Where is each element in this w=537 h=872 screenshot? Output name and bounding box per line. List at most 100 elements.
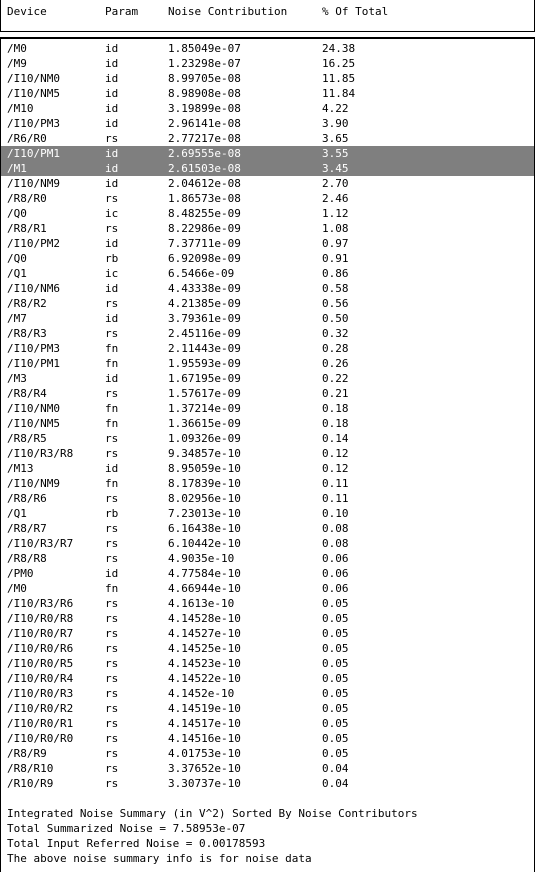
table-row[interactable]: /I10/NM9 fn 8.17839e-10 0.11 <box>1 476 534 491</box>
table-row[interactable]: /R8/R0 rs 1.86573e-08 2.46 <box>1 191 534 206</box>
table-row[interactable]: /I10/NM9 id 2.04612e-08 2.70 <box>1 176 534 191</box>
noise-cell: 4.14523e-10 <box>168 657 241 670</box>
table-row[interactable]: /I10/R0/R8 rs 4.14528e-10 0.05 <box>1 611 534 626</box>
table-row[interactable]: /I10/NM6 id 4.43338e-09 0.58 <box>1 281 534 296</box>
table-row[interactable]: /I10/R0/R2 rs 4.14519e-10 0.05 <box>1 701 534 716</box>
table-row[interactable]: /I10/R0/R7 rs 4.14527e-10 0.05 <box>1 626 534 641</box>
noise-cell: 2.04612e-08 <box>168 177 241 190</box>
header-device[interactable]: Device <box>7 5 47 18</box>
param-cell: ic <box>105 207 119 220</box>
param-cell: id <box>105 372 119 385</box>
noise-cell: 4.14519e-10 <box>168 702 241 715</box>
table-row[interactable]: /M3 id 1.67195e-09 0.22 <box>1 371 534 386</box>
percent-cell: 0.06 <box>322 582 349 595</box>
table-row[interactable]: /I10/R0/R3 rs 4.1452e-10 0.05 <box>1 686 534 701</box>
header-noise-contribution[interactable]: Noise Contribution <box>168 5 288 18</box>
table-row[interactable]: /Q0 ic 8.48255e-09 1.12 <box>1 206 534 221</box>
table-row[interactable]: /I10/R0/R6 rs 4.14525e-10 0.05 <box>1 641 534 656</box>
table-row[interactable]: /I10/PM3 fn 2.11443e-09 0.28 <box>1 341 534 356</box>
table-row[interactable]: /R8/R3 rs 2.45116e-09 0.32 <box>1 326 534 341</box>
table-row[interactable]: /R6/R0 rs 2.77217e-08 3.65 <box>1 131 534 146</box>
percent-cell: 0.58 <box>322 282 349 295</box>
noise-cell: 3.79361e-09 <box>168 312 241 325</box>
percent-cell: 0.05 <box>322 612 349 625</box>
table-row[interactable]: /I10/R0/R5 rs 4.14523e-10 0.05 <box>1 656 534 671</box>
table-row[interactable]: /Q1 ic 6.5466e-09 0.86 <box>1 266 534 281</box>
table-row[interactable]: /Q0 rb 6.92098e-09 0.91 <box>1 251 534 266</box>
table-row[interactable]: /M0 id 1.85049e-07 24.38 <box>1 41 534 56</box>
table-row[interactable]: /I10/R0/R0 rs 4.14516e-10 0.05 <box>1 731 534 746</box>
param-cell: rs <box>105 747 119 760</box>
percent-cell: 3.65 <box>322 132 349 145</box>
noise-cell: 6.5466e-09 <box>168 267 235 280</box>
header-percent-of-total[interactable]: % Of Total <box>322 5 389 18</box>
noise-cell: 4.14516e-10 <box>168 732 241 745</box>
table-row[interactable]: /R8/R4 rs 1.57617e-09 0.21 <box>1 386 534 401</box>
table-row[interactable]: /R8/R6 rs 8.02956e-10 0.11 <box>1 491 534 506</box>
table-row[interactable]: /I10/PM2 id 7.37711e-09 0.97 <box>1 236 534 251</box>
table-row[interactable]: /R8/R1 rs 8.22986e-09 1.08 <box>1 221 534 236</box>
percent-cell: 0.56 <box>322 297 349 310</box>
summary-block: Integrated Noise Summary (in V^2) Sorted… <box>7 806 527 866</box>
noise-cell: 4.1452e-10 <box>168 687 235 700</box>
table-row[interactable]: /R8/R7 rs 6.16438e-10 0.08 <box>1 521 534 536</box>
table-row[interactable]: /I10/NM5 fn 1.36615e-09 0.18 <box>1 416 534 431</box>
percent-cell: 0.12 <box>322 462 349 475</box>
percent-cell: 0.05 <box>322 687 349 700</box>
param-cell: rs <box>105 687 119 700</box>
noise-cell: 4.14522e-10 <box>168 672 241 685</box>
table-row[interactable]: /M1 id 2.61503e-08 3.45 <box>1 161 534 176</box>
table-row[interactable]: /M0 fn 4.66944e-10 0.06 <box>1 581 534 596</box>
header-param[interactable]: Param <box>105 5 139 18</box>
table-row[interactable]: /M9 id 1.23298e-07 16.25 <box>1 56 534 71</box>
table-row[interactable]: /I10/R3/R7 rs 6.10442e-10 0.08 <box>1 536 534 551</box>
noise-cell: 4.1613e-10 <box>168 597 235 610</box>
percent-cell: 0.05 <box>322 597 349 610</box>
table-row[interactable]: /I10/PM1 fn 1.95593e-09 0.26 <box>1 356 534 371</box>
table-row[interactable]: /R8/R5 rs 1.09326e-09 0.14 <box>1 431 534 446</box>
device-cell: /R8/R10 <box>7 762 54 775</box>
table-row[interactable]: /I10/PM1 id 2.69555e-08 3.55 <box>1 146 534 161</box>
table-row[interactable]: /R8/R9 rs 4.01753e-10 0.05 <box>1 746 534 761</box>
table-row[interactable]: /R8/R8 rs 4.9035e-10 0.06 <box>1 551 534 566</box>
table-row[interactable]: /I10/NM5 id 8.98908e-08 11.84 <box>1 86 534 101</box>
table-row[interactable]: /R8/R10 rs 3.37652e-10 0.04 <box>1 761 534 776</box>
param-cell: id <box>105 72 119 85</box>
device-cell: /Q1 <box>7 507 27 520</box>
table-row[interactable]: /M10 id 3.19899e-08 4.22 <box>1 101 534 116</box>
device-cell: /PM0 <box>7 567 34 580</box>
table-row[interactable]: /PM0 id 4.77584e-10 0.06 <box>1 566 534 581</box>
device-cell: /R8/R8 <box>7 552 47 565</box>
table-row[interactable]: /I10/R3/R8 rs 9.34857e-10 0.12 <box>1 446 534 461</box>
noise-cell: 3.30737e-10 <box>168 777 241 790</box>
device-cell: /Q0 <box>7 252 27 265</box>
table-row[interactable]: /I10/NM0 fn 1.37214e-09 0.18 <box>1 401 534 416</box>
table-row[interactable]: /Q1 rb 7.23013e-10 0.10 <box>1 506 534 521</box>
device-cell: /I10/NM0 <box>7 72 60 85</box>
table-row[interactable]: /R8/R2 rs 4.21385e-09 0.56 <box>1 296 534 311</box>
percent-cell: 0.22 <box>322 372 349 385</box>
percent-cell: 0.14 <box>322 432 349 445</box>
table-row[interactable]: /R10/R9 rs 3.30737e-10 0.04 <box>1 776 534 791</box>
table-row[interactable]: /I10/PM3 id 2.96141e-08 3.90 <box>1 116 534 131</box>
param-cell: rs <box>105 777 119 790</box>
device-cell: /R8/R3 <box>7 327 47 340</box>
param-cell: id <box>105 312 119 325</box>
device-cell: /M3 <box>7 372 27 385</box>
percent-cell: 0.05 <box>322 702 349 715</box>
table-row[interactable]: /I10/R0/R1 rs 4.14517e-10 0.05 <box>1 716 534 731</box>
device-cell: /I10/R0/R2 <box>7 702 74 715</box>
param-cell: rs <box>105 132 119 145</box>
table-row[interactable]: /M7 id 3.79361e-09 0.50 <box>1 311 534 326</box>
table-row[interactable]: /I10/R3/R6 rs 4.1613e-10 0.05 <box>1 596 534 611</box>
param-cell: rs <box>105 447 119 460</box>
param-cell: fn <box>105 357 119 370</box>
param-cell: rs <box>105 627 119 640</box>
table-row[interactable]: /I10/NM0 id 8.99705e-08 11.85 <box>1 71 534 86</box>
noise-cell: 6.92098e-09 <box>168 252 241 265</box>
param-cell: rs <box>105 297 119 310</box>
percent-cell: 0.05 <box>322 642 349 655</box>
table-row[interactable]: /I10/R0/R4 rs 4.14522e-10 0.05 <box>1 671 534 686</box>
table-row[interactable]: /M13 id 8.95059e-10 0.12 <box>1 461 534 476</box>
device-cell: /R8/R1 <box>7 222 47 235</box>
